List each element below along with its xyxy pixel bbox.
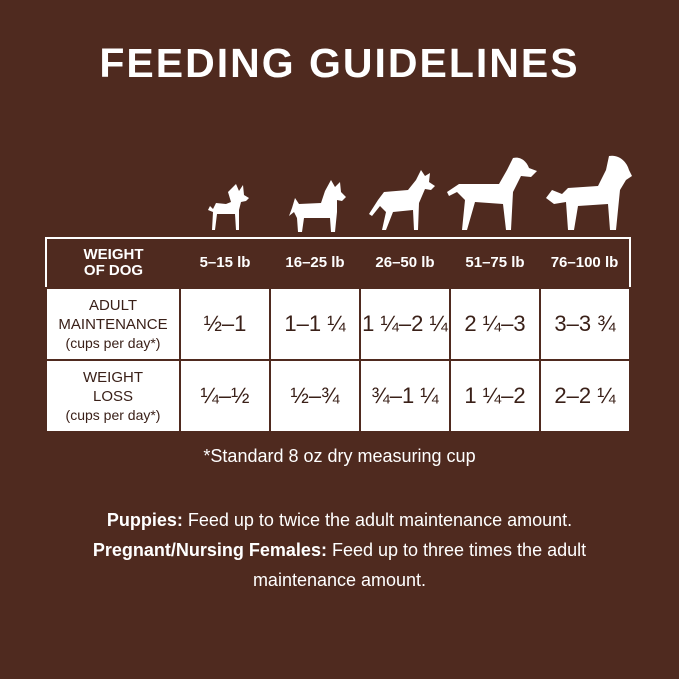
feeding-table: WEIGHT OF DOG 5–15 lb 16–25 lb 26–50 lb 5…: [45, 237, 631, 433]
medium-dog-icon: [369, 170, 435, 230]
table-cell: 3–3 ¾: [539, 287, 631, 361]
table-header-row: WEIGHT OF DOG 5–15 lb 16–25 lb 26–50 lb 5…: [46, 238, 630, 288]
row-label-line: ADULT: [88, 296, 138, 314]
small-dog-icon: [208, 184, 249, 230]
note-label: Puppies:: [106, 510, 183, 530]
puppies-note: Puppies: Feed up to twice the adult main…: [0, 505, 679, 535]
row-label-line: WEIGHT: [83, 368, 143, 386]
note-text: Feed up to twice the adult maintenance a…: [182, 510, 573, 530]
column-header: 5–15 lb: [180, 238, 270, 288]
row-label-line: MAINTENANCE: [58, 315, 168, 333]
column-header: 16–25 lb: [270, 238, 360, 288]
table-cell: 2 ¼–3: [449, 287, 541, 361]
page-title: FEEDING GUIDELINES: [99, 40, 580, 86]
table-row-adult-maintenance: ADULT MAINTENANCE (cups per day*) ½–1 1–1 …: [45, 287, 631, 361]
table-cell: ¾–1 ¼: [359, 359, 451, 433]
note-text: Feed up to three times the adult mainten…: [252, 540, 587, 590]
giant-dog-icon: [546, 155, 632, 230]
row-label: WEIGHT LOSS (cups per day*): [45, 359, 181, 433]
header-label-line: WEIGHT: [83, 246, 144, 263]
table-row-weight-loss: WEIGHT LOSS (cups per day*) ¼–½ ½–¾ ¾–1 ¼ …: [45, 359, 631, 433]
feeding-notes: Puppies: Feed up to twice the adult main…: [0, 505, 679, 595]
column-header: 51–75 lb: [450, 238, 540, 288]
terrier-dog-icon: [289, 180, 346, 232]
table-cell: 1 ¼–2: [449, 359, 541, 433]
table-cell: ¼–½: [179, 359, 271, 433]
table-cell: 1–1 ¼: [269, 287, 361, 361]
column-header: 26–50 lb: [360, 238, 450, 288]
large-dog-icon: [447, 157, 537, 230]
row-label-line: LOSS: [92, 387, 134, 405]
header-label-line: OF DOG: [83, 262, 144, 279]
table-cell: ½–1: [179, 287, 271, 361]
row-label: ADULT MAINTENANCE (cups per day*): [45, 287, 181, 361]
table-cell: ½–¾: [269, 359, 361, 433]
column-header: 76–100 lb: [540, 238, 630, 288]
footnote: *Standard 8 oz dry measuring cup: [203, 446, 476, 466]
table-cell: 1 ¼–2 ¼: [359, 287, 451, 361]
row-label-unit: (cups per day*): [65, 334, 161, 351]
pregnant-note: Pregnant/Nursing Females: Feed up to thr…: [90, 535, 590, 595]
table-cell: 2–2 ¼: [539, 359, 631, 433]
weight-of-dog-header: WEIGHT OF DOG: [46, 238, 180, 288]
row-label-unit: (cups per day*): [65, 406, 161, 423]
note-label: Pregnant/Nursing Females:: [92, 540, 327, 560]
dog-size-icons: [0, 150, 679, 236]
